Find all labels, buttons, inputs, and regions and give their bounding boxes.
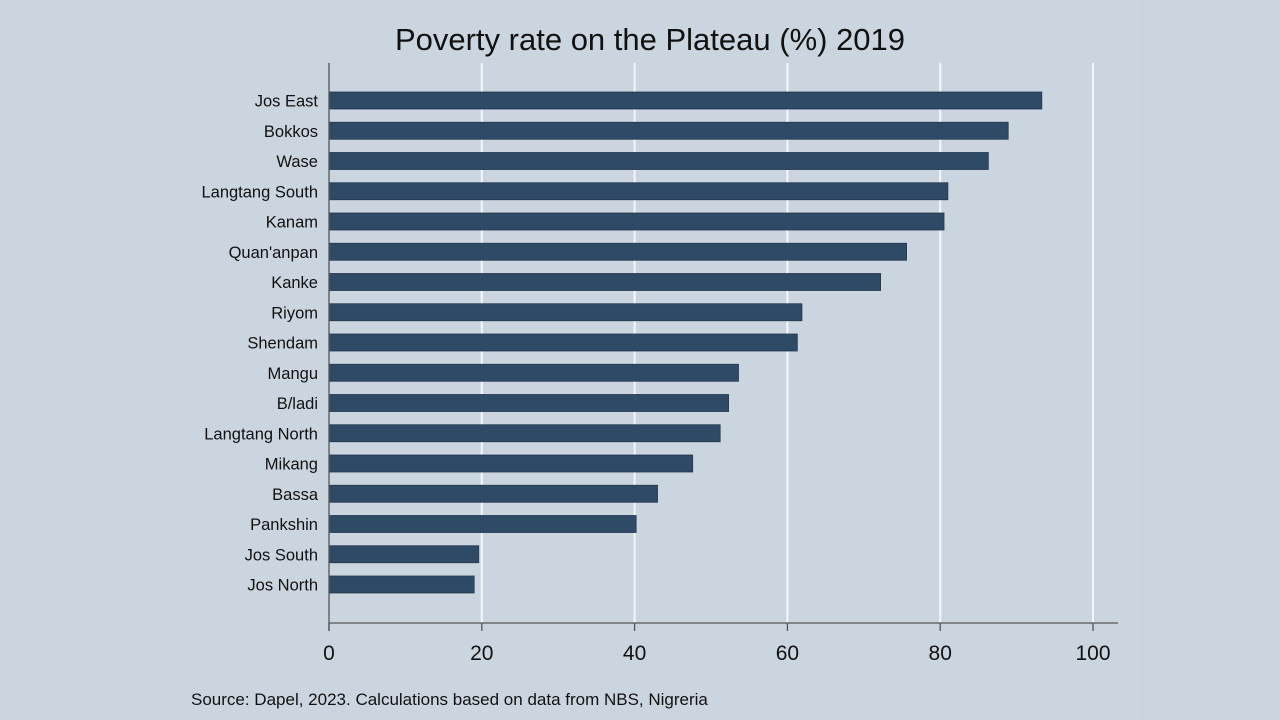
x-axis-ticks: 0 20 40 60 80 100 (323, 623, 1111, 665)
bar (328, 242, 907, 261)
bar (328, 182, 949, 201)
bar (328, 152, 989, 170)
bar (328, 303, 803, 322)
y-tick-label: Jos East (255, 93, 319, 111)
y-tick-label: Kanke (271, 274, 318, 292)
axes (328, 63, 1118, 631)
y-tick-label: Langtang South (201, 183, 318, 201)
bar (328, 515, 637, 533)
bar (328, 545, 480, 564)
y-tick-label: Kanam (266, 214, 318, 232)
y-tick-label: Bassa (272, 486, 319, 504)
bar (328, 121, 1009, 140)
y-tick-label: Pankshin (250, 516, 318, 534)
background-strip (1140, 0, 1280, 720)
x-tick-label: 80 (929, 642, 952, 665)
y-tick-label: Bokkos (264, 123, 318, 141)
y-tick-label: Quan'anpan (229, 244, 318, 262)
x-tick-label: 100 (1075, 642, 1110, 665)
bar (328, 575, 475, 594)
y-tick-label: Riyom (271, 304, 318, 322)
bars (328, 91, 1043, 594)
bar (328, 394, 729, 412)
bar (328, 424, 721, 443)
y-tick-label: Jos South (245, 546, 318, 564)
bar (328, 484, 658, 503)
bar (328, 333, 798, 352)
x-tick-label: 60 (776, 642, 799, 665)
y-tick-label: Shendam (247, 335, 318, 353)
y-tick-label: Langtang North (204, 425, 318, 443)
x-tick-label: 0 (323, 642, 335, 665)
y-axis-labels: Jos East Bokkos Wase Langtang South Kanam Qua… (201, 93, 318, 595)
source-note: Source: Dapel, 2023. Calculations based … (191, 690, 708, 709)
x-tick-label: 40 (623, 642, 646, 665)
bar (328, 273, 882, 291)
bar (328, 91, 1043, 110)
y-tick-label: Mikang (265, 456, 318, 474)
y-tick-label: B/ladi (277, 395, 318, 413)
x-tick-label: 20 (470, 642, 493, 665)
bar (328, 363, 739, 382)
y-tick-label: Wase (276, 153, 318, 171)
bar (328, 212, 945, 231)
y-tick-label: Mangu (268, 365, 318, 383)
y-tick-label: Jos North (247, 577, 318, 595)
bar (328, 454, 694, 473)
chart-title: Poverty rate on the Plateau (%) 2019 (394, 22, 906, 57)
